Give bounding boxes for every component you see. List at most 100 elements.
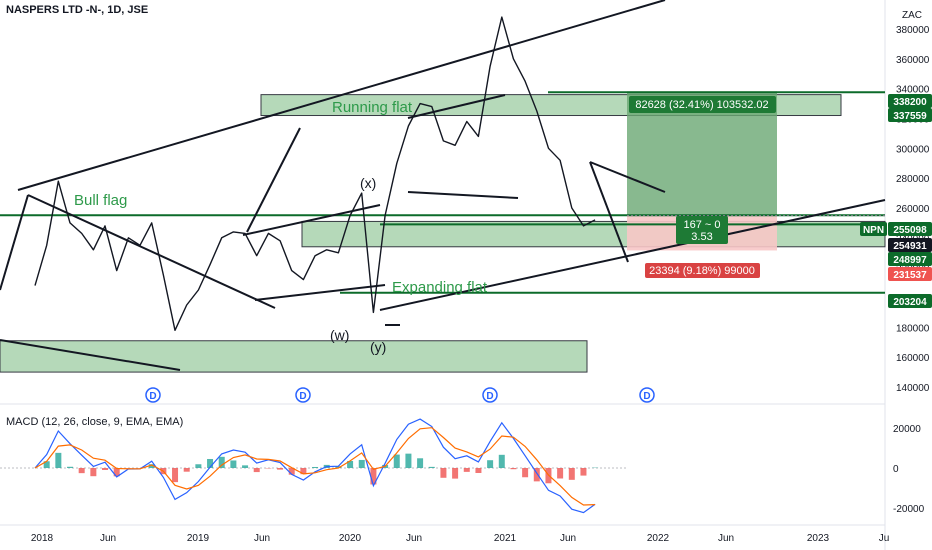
price-tick-11: 360000 <box>896 55 930 66</box>
macd-histogram-bar <box>405 453 412 468</box>
macd-histogram-bar <box>498 454 505 468</box>
macd-tick-2: 20000 <box>893 424 921 435</box>
macd-tick-0: -20000 <box>893 504 925 515</box>
macd-histogram-bar <box>148 464 155 468</box>
macd-histogram-bar <box>55 452 62 468</box>
trend-line-2 <box>27 194 276 309</box>
time-tick-1: Jun <box>100 533 116 544</box>
stop-label: 23394 (9.18%) 99000 <box>649 265 755 277</box>
macd-histogram-bar <box>312 466 319 468</box>
macd-tick-1: 0 <box>893 464 899 475</box>
macd-histogram-bar <box>43 461 50 468</box>
macd-histogram-bar <box>207 458 214 468</box>
macd-histogram-bar <box>172 468 179 483</box>
macd-histogram-bar <box>393 454 400 468</box>
macd-histogram-bar <box>580 468 587 476</box>
dividend-marker-label-1: D <box>299 391 306 402</box>
macd-histogram-bar <box>230 460 237 468</box>
trend-line-7 <box>407 191 519 199</box>
price-label-6: 231537 <box>893 270 927 281</box>
dividend-marker-1 <box>295 387 311 403</box>
trend-line-5 <box>254 284 386 301</box>
price-tick-8: 300000 <box>896 144 930 155</box>
price-tick-6: 260000 <box>896 204 930 215</box>
annotation-running-flat: Running flat <box>332 99 413 116</box>
center-label-2: 3.53 <box>691 231 712 243</box>
dividend-marker-2 <box>482 387 498 403</box>
dividend-marker-label-0: D <box>149 391 156 402</box>
time-tick-5: Jun <box>406 533 422 544</box>
target-label: 82628 (32.41%) 103532.02 <box>635 99 768 111</box>
price-label-box-6 <box>888 267 932 281</box>
time-tick-10: 2023 <box>807 533 830 544</box>
price-label-0: 338200 <box>893 97 927 108</box>
price-tick-2: 180000 <box>896 323 930 334</box>
price-tick-7: 280000 <box>896 174 930 185</box>
annotation-y: (y) <box>370 339 386 355</box>
trend-line-9 <box>379 199 886 311</box>
dividend-marker-label-2: D <box>486 391 493 402</box>
time-tick-6: 2021 <box>494 533 517 544</box>
trend-line-1 <box>0 194 29 291</box>
macd-histogram-bar <box>417 458 424 468</box>
macd-histogram-bar <box>253 468 260 473</box>
trend-line-3 <box>0 339 181 371</box>
mid-zone <box>301 220 886 248</box>
macd-histogram-bar <box>195 464 202 468</box>
macd-histogram-bar <box>475 468 482 473</box>
price-label-5: 248997 <box>893 255 927 266</box>
trend-line-0 <box>17 0 666 191</box>
trend-line-6 <box>246 127 301 233</box>
price-label-3: 255098 <box>893 225 927 236</box>
price-label-7: 203204 <box>893 297 927 308</box>
macd-signal-line <box>34 427 596 506</box>
time-tick-11: Ju <box>879 533 890 544</box>
macd-histogram-bar <box>452 468 459 479</box>
macd-histogram-bar <box>242 465 249 468</box>
macd-histogram-bar <box>218 456 225 468</box>
price-label-2: NPN <box>863 225 884 236</box>
time-tick-3: Jun <box>254 533 270 544</box>
price-tick-1: 160000 <box>896 353 930 364</box>
annotation-w: (w) <box>330 327 349 343</box>
macd-histogram-bar <box>510 468 517 470</box>
symbol-title: NASPERS LTD -N-, 1D, JSE <box>6 4 149 16</box>
price-label-box-3 <box>888 222 932 236</box>
time-tick-9: Jun <box>718 533 734 544</box>
macd-histogram-bar <box>428 466 435 468</box>
macd-title: MACD (12, 26, close, 9, EMA, EMA) <box>6 416 184 428</box>
time-tick-4: 2020 <box>339 533 362 544</box>
price-label-box-2 <box>860 222 887 236</box>
macd-histogram-bar <box>183 468 190 472</box>
target-label-box <box>629 96 776 113</box>
macd-histogram-bar <box>463 468 470 472</box>
annotation-x: (x) <box>360 175 376 191</box>
center-label-1: 167 ~ 0 <box>683 219 720 231</box>
macd-histogram-bar <box>300 468 307 475</box>
price-series <box>34 16 596 331</box>
trend-line-11 <box>589 161 629 263</box>
price-label-box-5 <box>888 252 932 266</box>
dividend-marker-label-3: D <box>643 391 650 402</box>
annotation-expanding-flat: Expanding flat <box>392 279 488 296</box>
macd-histogram-bar <box>557 468 564 479</box>
macd-histogram-bar <box>370 468 377 485</box>
time-tick-8: 2022 <box>647 533 670 544</box>
time-tick-7: Jun <box>560 533 576 544</box>
trend-line-8 <box>407 94 506 119</box>
price-label-box-7 <box>888 294 932 308</box>
price-tick-10: 340000 <box>896 85 930 96</box>
trend-line-10 <box>589 161 666 193</box>
macd-histogram-bar <box>358 459 365 468</box>
macd-histogram-bar <box>440 468 447 478</box>
macd-histogram-bar <box>78 468 85 474</box>
price-label-1: 337559 <box>893 111 927 122</box>
macd-histogram-bar <box>67 466 74 468</box>
macd-histogram-bar <box>347 460 354 468</box>
price-label-box-0 <box>888 94 932 108</box>
macd-histogram-bar <box>568 468 575 480</box>
price-tick-0: 140000 <box>896 383 930 394</box>
macd-histogram-bar <box>113 468 120 477</box>
price-tick-12: 380000 <box>896 25 930 36</box>
